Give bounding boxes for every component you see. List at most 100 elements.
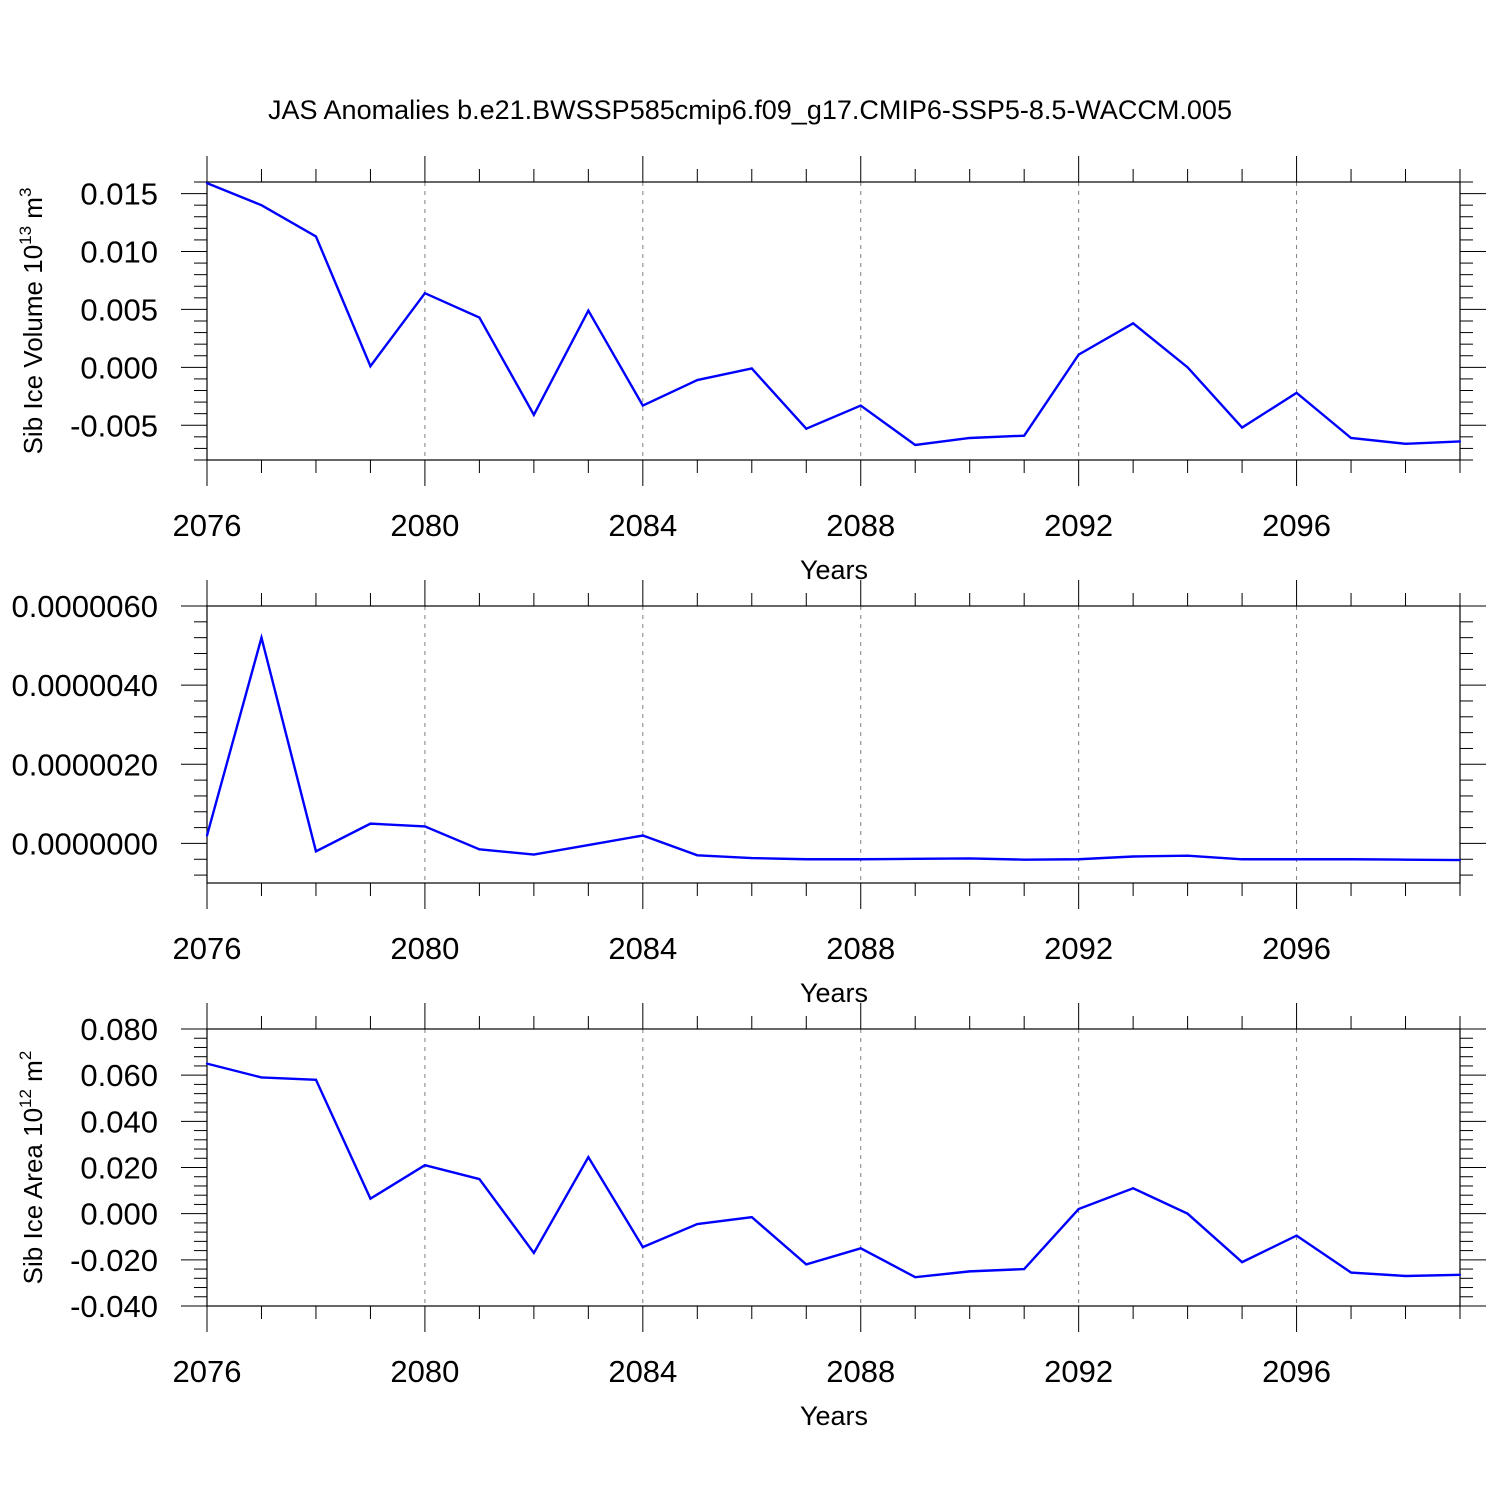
x-tick-label: 2076 — [173, 1354, 242, 1389]
x-tick-label: 2096 — [1262, 508, 1331, 543]
data-point — [1132, 1187, 1135, 1190]
data-point — [805, 858, 808, 861]
x-tick-label: 2096 — [1262, 931, 1331, 966]
x-tick-label: 2084 — [608, 508, 677, 543]
series-line — [205, 632, 1461, 862]
y-axis-title: Sib Ice Area 1012 m2 — [16, 1051, 48, 1285]
data-point — [532, 1251, 535, 1255]
data-point — [205, 834, 209, 837]
data-point — [1404, 442, 1407, 445]
data-point — [696, 378, 699, 382]
y-axis-title-unit-exponent: 2 — [16, 1051, 35, 1060]
data-point — [914, 443, 917, 447]
x-tick-label: 2092 — [1044, 1354, 1113, 1389]
data-point — [1295, 858, 1298, 861]
y-axis-title: Sib Ice Volume 1013 m3 — [16, 188, 48, 455]
data-point — [478, 848, 481, 851]
data-point — [1458, 440, 1462, 443]
data-point — [532, 853, 535, 856]
panel-sib-ice-volume: -0.005 0.000 0.005 0.010 0.015 2076 2080 2084 20… — [16, 156, 1486, 585]
data-point — [1023, 858, 1026, 861]
data-point — [1240, 858, 1244, 861]
data-point — [641, 834, 644, 837]
y-tick-label: 0.005 — [80, 292, 158, 327]
data-point — [1132, 322, 1135, 325]
data-point — [423, 292, 427, 295]
x-tick-label: 2084 — [608, 931, 677, 966]
data-point — [1077, 353, 1080, 356]
y-tick-label: -0.020 — [70, 1243, 158, 1278]
data-point — [859, 858, 862, 861]
plot-frame — [206, 181, 1461, 461]
data-point — [805, 1263, 808, 1266]
data-point — [1023, 434, 1026, 437]
y-tick-label: 0.040 — [80, 1104, 158, 1139]
data-point — [805, 427, 808, 430]
data-point — [1458, 1273, 1462, 1276]
x-tick-label: 2076 — [173, 508, 242, 543]
x-tick-label: 2080 — [390, 508, 459, 543]
y-tick-label: 0.0000060 — [11, 589, 158, 624]
x-tick-label: 2096 — [1262, 1354, 1331, 1389]
data-point — [1404, 858, 1407, 861]
data-point — [205, 1062, 209, 1065]
x-axis-title: Years — [800, 1401, 868, 1431]
y-tick-label: 0.0000000 — [11, 826, 158, 861]
data-point — [314, 1078, 318, 1081]
data-point — [1240, 1261, 1244, 1264]
data-point — [914, 1276, 917, 1279]
data-point — [1240, 426, 1244, 429]
y-tick-label: 0.000 — [80, 350, 158, 385]
x-tick-label: 2080 — [390, 1354, 459, 1389]
data-point — [423, 1164, 427, 1167]
data-point — [532, 413, 535, 416]
y-axis-title-unit-exponent: 3 — [16, 188, 35, 197]
x-tick-label: 2092 — [1044, 931, 1113, 966]
data-point — [369, 1197, 372, 1200]
y-axis-title-exponent: 13 — [16, 226, 35, 245]
data-point — [859, 404, 862, 407]
data-point — [478, 316, 481, 319]
data-point — [696, 1222, 699, 1226]
data-point — [1458, 858, 1462, 862]
series-line — [206, 1062, 1461, 1279]
data-point — [968, 857, 971, 860]
y-axis-title-unit: m — [18, 1060, 48, 1089]
x-tick-label: 2088 — [826, 931, 895, 966]
y-tick-label: 0.000 — [80, 1197, 158, 1232]
data-point — [587, 1156, 590, 1159]
data-point — [369, 822, 372, 825]
data-point — [641, 1246, 644, 1249]
x-tick-label: 2076 — [173, 931, 242, 966]
panel-middle-series: 0.0000000 0.0000020 0.0000040 0.0000060 2076… — [11, 580, 1486, 1008]
data-point — [750, 1216, 753, 1219]
data-point — [696, 854, 699, 857]
data-point — [260, 1076, 263, 1079]
data-point — [423, 825, 427, 828]
y-tick-label: -0.005 — [70, 408, 158, 443]
data-point — [369, 365, 372, 368]
series-line — [206, 182, 1461, 447]
x-tick-label: 2080 — [390, 931, 459, 966]
data-point — [968, 1270, 971, 1273]
y-axis-title-exponent: 12 — [16, 1089, 35, 1108]
data-point — [1349, 436, 1353, 440]
y-tick-label: 0.0000040 — [11, 668, 158, 703]
plot-frame — [206, 1028, 1461, 1307]
y-tick-label: 0.010 — [80, 235, 158, 270]
y-tick-label: -0.040 — [70, 1289, 158, 1324]
data-point — [750, 856, 753, 860]
data-point — [1404, 1274, 1407, 1278]
x-tick-label: 2084 — [608, 1354, 677, 1389]
data-point — [260, 636, 263, 639]
x-tick-label: 2092 — [1044, 508, 1113, 543]
figure-title: JAS Anomalies b.e21.BWSSP585cmip6.f09_g1… — [268, 95, 1232, 125]
x-axis-title: Years — [800, 978, 868, 1008]
data-point — [314, 235, 318, 238]
x-tick-label: 2088 — [826, 1354, 895, 1389]
data-point — [1349, 858, 1353, 861]
data-point — [260, 204, 263, 207]
data-point — [314, 850, 318, 853]
y-tick-label: 0.020 — [80, 1151, 158, 1186]
